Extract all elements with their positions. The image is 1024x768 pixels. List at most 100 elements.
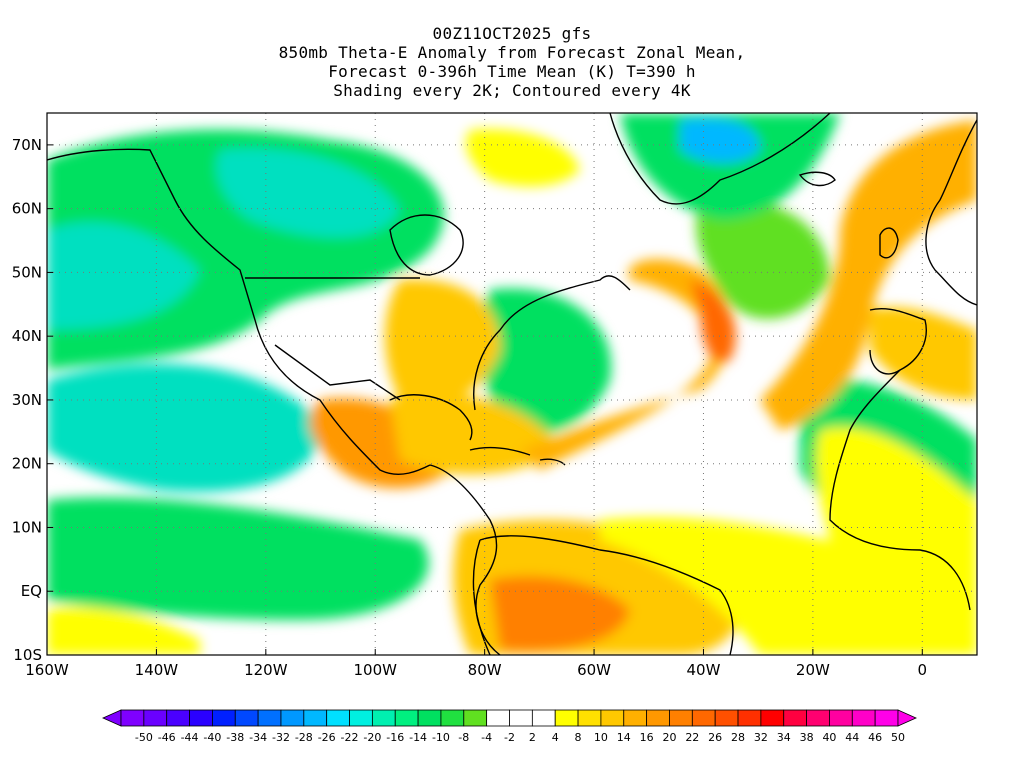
coast-alaska [47,148,431,475]
shade-pacific-cold [47,222,200,330]
shade-subtropical-pacific [47,363,321,492]
colorbar-swatch-4 [212,709,236,727]
shade-south-america-hot [490,576,630,652]
colorbar-swatch-1 [143,709,168,727]
colorbar-label-25: 26 [708,731,722,744]
coast-greenland [609,113,831,205]
colorbar-swatch-0 [120,709,145,727]
lon-label-0: 0 [918,661,928,679]
lat-label-60N: 60N [12,200,42,218]
colorbar-swatch-6 [257,709,282,727]
lat-label-40N: 40N [12,327,42,345]
colorbar-label-32: 46 [868,731,882,744]
colorbar-label-4: -38 [226,731,244,744]
shade-eq-pacific-warm [47,607,200,655]
lat-label-50N: 50N [12,263,42,281]
lon-label-40W: 40W [687,661,721,679]
colorbar-swatch-16 [486,709,510,727]
colorbar-swatch-26 [714,709,739,727]
colorbar-label-27: 32 [754,731,768,744]
colorbar-label-3: -40 [203,731,221,744]
lat-label-70N: 70N [12,136,42,154]
colorbar-label-17: 2 [529,731,536,744]
coast-south-america [472,535,734,655]
colorbar-swatch-22 [623,709,648,727]
colorbar-arrow-low [102,709,122,727]
shade-tropical-atlantic [600,517,977,655]
colorbar-label-13: -10 [432,731,450,744]
colorbar-label-28: 34 [777,731,791,744]
colorbar-swatch-8 [303,709,328,727]
title-block: 00Z11OCT2025 gfs 850mb Theta-E Anomaly f… [0,24,1024,100]
colorbar-swatch-28 [760,709,785,727]
colorbar-label-29: 38 [800,731,814,744]
plot-frame [46,112,978,656]
shade-us-east-warm [385,279,500,408]
lon-label-100W: 100W [354,661,398,679]
lon-label-60W: 60W [577,661,611,679]
coast-uk [879,227,899,259]
colorbar-label-21: 14 [617,731,631,744]
colorbar-label-22: 16 [640,731,654,744]
colorbar-swatch-25 [691,709,716,727]
colorbar-swatch-14 [440,709,465,727]
lon-label-140W: 140W [135,661,179,679]
shade-atlantic-hot [690,280,736,362]
colorbar-swatch-27 [737,709,762,727]
colorbar-swatch-32 [851,709,876,727]
lon-axis: 160W 140W 120W 100W 80W 60W 40W 20W 0 [25,649,927,679]
colorbar-swatch-21 [600,709,625,727]
colorbar-label-31: 44 [845,731,859,744]
colorbar-swatch-2 [166,709,190,727]
lat-label-10S: 10S [13,646,42,664]
coast-africa [829,369,971,611]
lon-label-20W: 20W [796,661,830,679]
shade-tropical-pacific [47,497,429,620]
colorbar-label-18: 4 [552,731,559,744]
lat-label-10N: 10N [12,518,42,536]
colorbar-swatch-10 [349,709,373,727]
colorbar-label-1: -46 [158,731,176,744]
title-line-1: 00Z11OCT2025 gfs [432,24,592,43]
title-line-3: Forecast 0-396h Time Mean (K) T=390 h [328,62,696,81]
plot-area [47,113,977,655]
colorbar-swatch-3 [189,709,213,727]
colorbar-swatch-33 [874,709,899,727]
colorbar-label-7: -28 [295,731,313,744]
colorbar-label-33: 50 [891,731,905,744]
colorbar-label-5: -34 [249,731,267,744]
colorbar-label-30: 40 [822,731,836,744]
lon-label-80W: 80W [468,661,502,679]
colorbar-swatch-24 [669,709,693,727]
colorbar-label-23: 20 [662,731,676,744]
lat-axis: 70N 60N 50N 40N 30N 20N 10N EQ 10S [12,136,53,664]
colorbar-label-14: -8 [458,731,469,744]
colorbar-swatch-17 [509,709,533,727]
colorbar-label-10: -20 [363,731,381,744]
colorbar-label-6: -32 [272,731,290,744]
colorbar-swatch-29 [783,709,807,727]
colorbar-label-15: -4 [481,731,492,744]
shade-iberia [870,307,977,400]
colorbar-swatch-20 [577,709,602,727]
coast-europe [869,119,977,375]
coast-iceland [798,171,836,187]
colorbar-label-12: -14 [409,731,427,744]
colorbar-swatch-11 [371,709,396,727]
colorbar-arrow-high [897,709,917,727]
lat-label-EQ: EQ [21,582,42,600]
shade-greenland [620,113,840,220]
colorbar-swatch-15 [463,709,488,727]
colorbar-swatch-19 [554,709,579,727]
coast-hudson [389,214,464,276]
colorbar-label-24: 22 [685,731,699,744]
shade-atlantic-conveyor [520,259,730,470]
lat-label-30N: 30N [12,391,42,409]
shade-greenland-core [680,118,760,164]
colorbar-swatch-5 [234,709,259,727]
shade-gulf-warm [390,393,560,474]
colorbar-label-26: 28 [731,731,745,744]
shade-canada-cold [216,148,400,238]
colorbar-swatch-18 [531,709,556,727]
colorbar-label-9: -22 [341,731,359,744]
